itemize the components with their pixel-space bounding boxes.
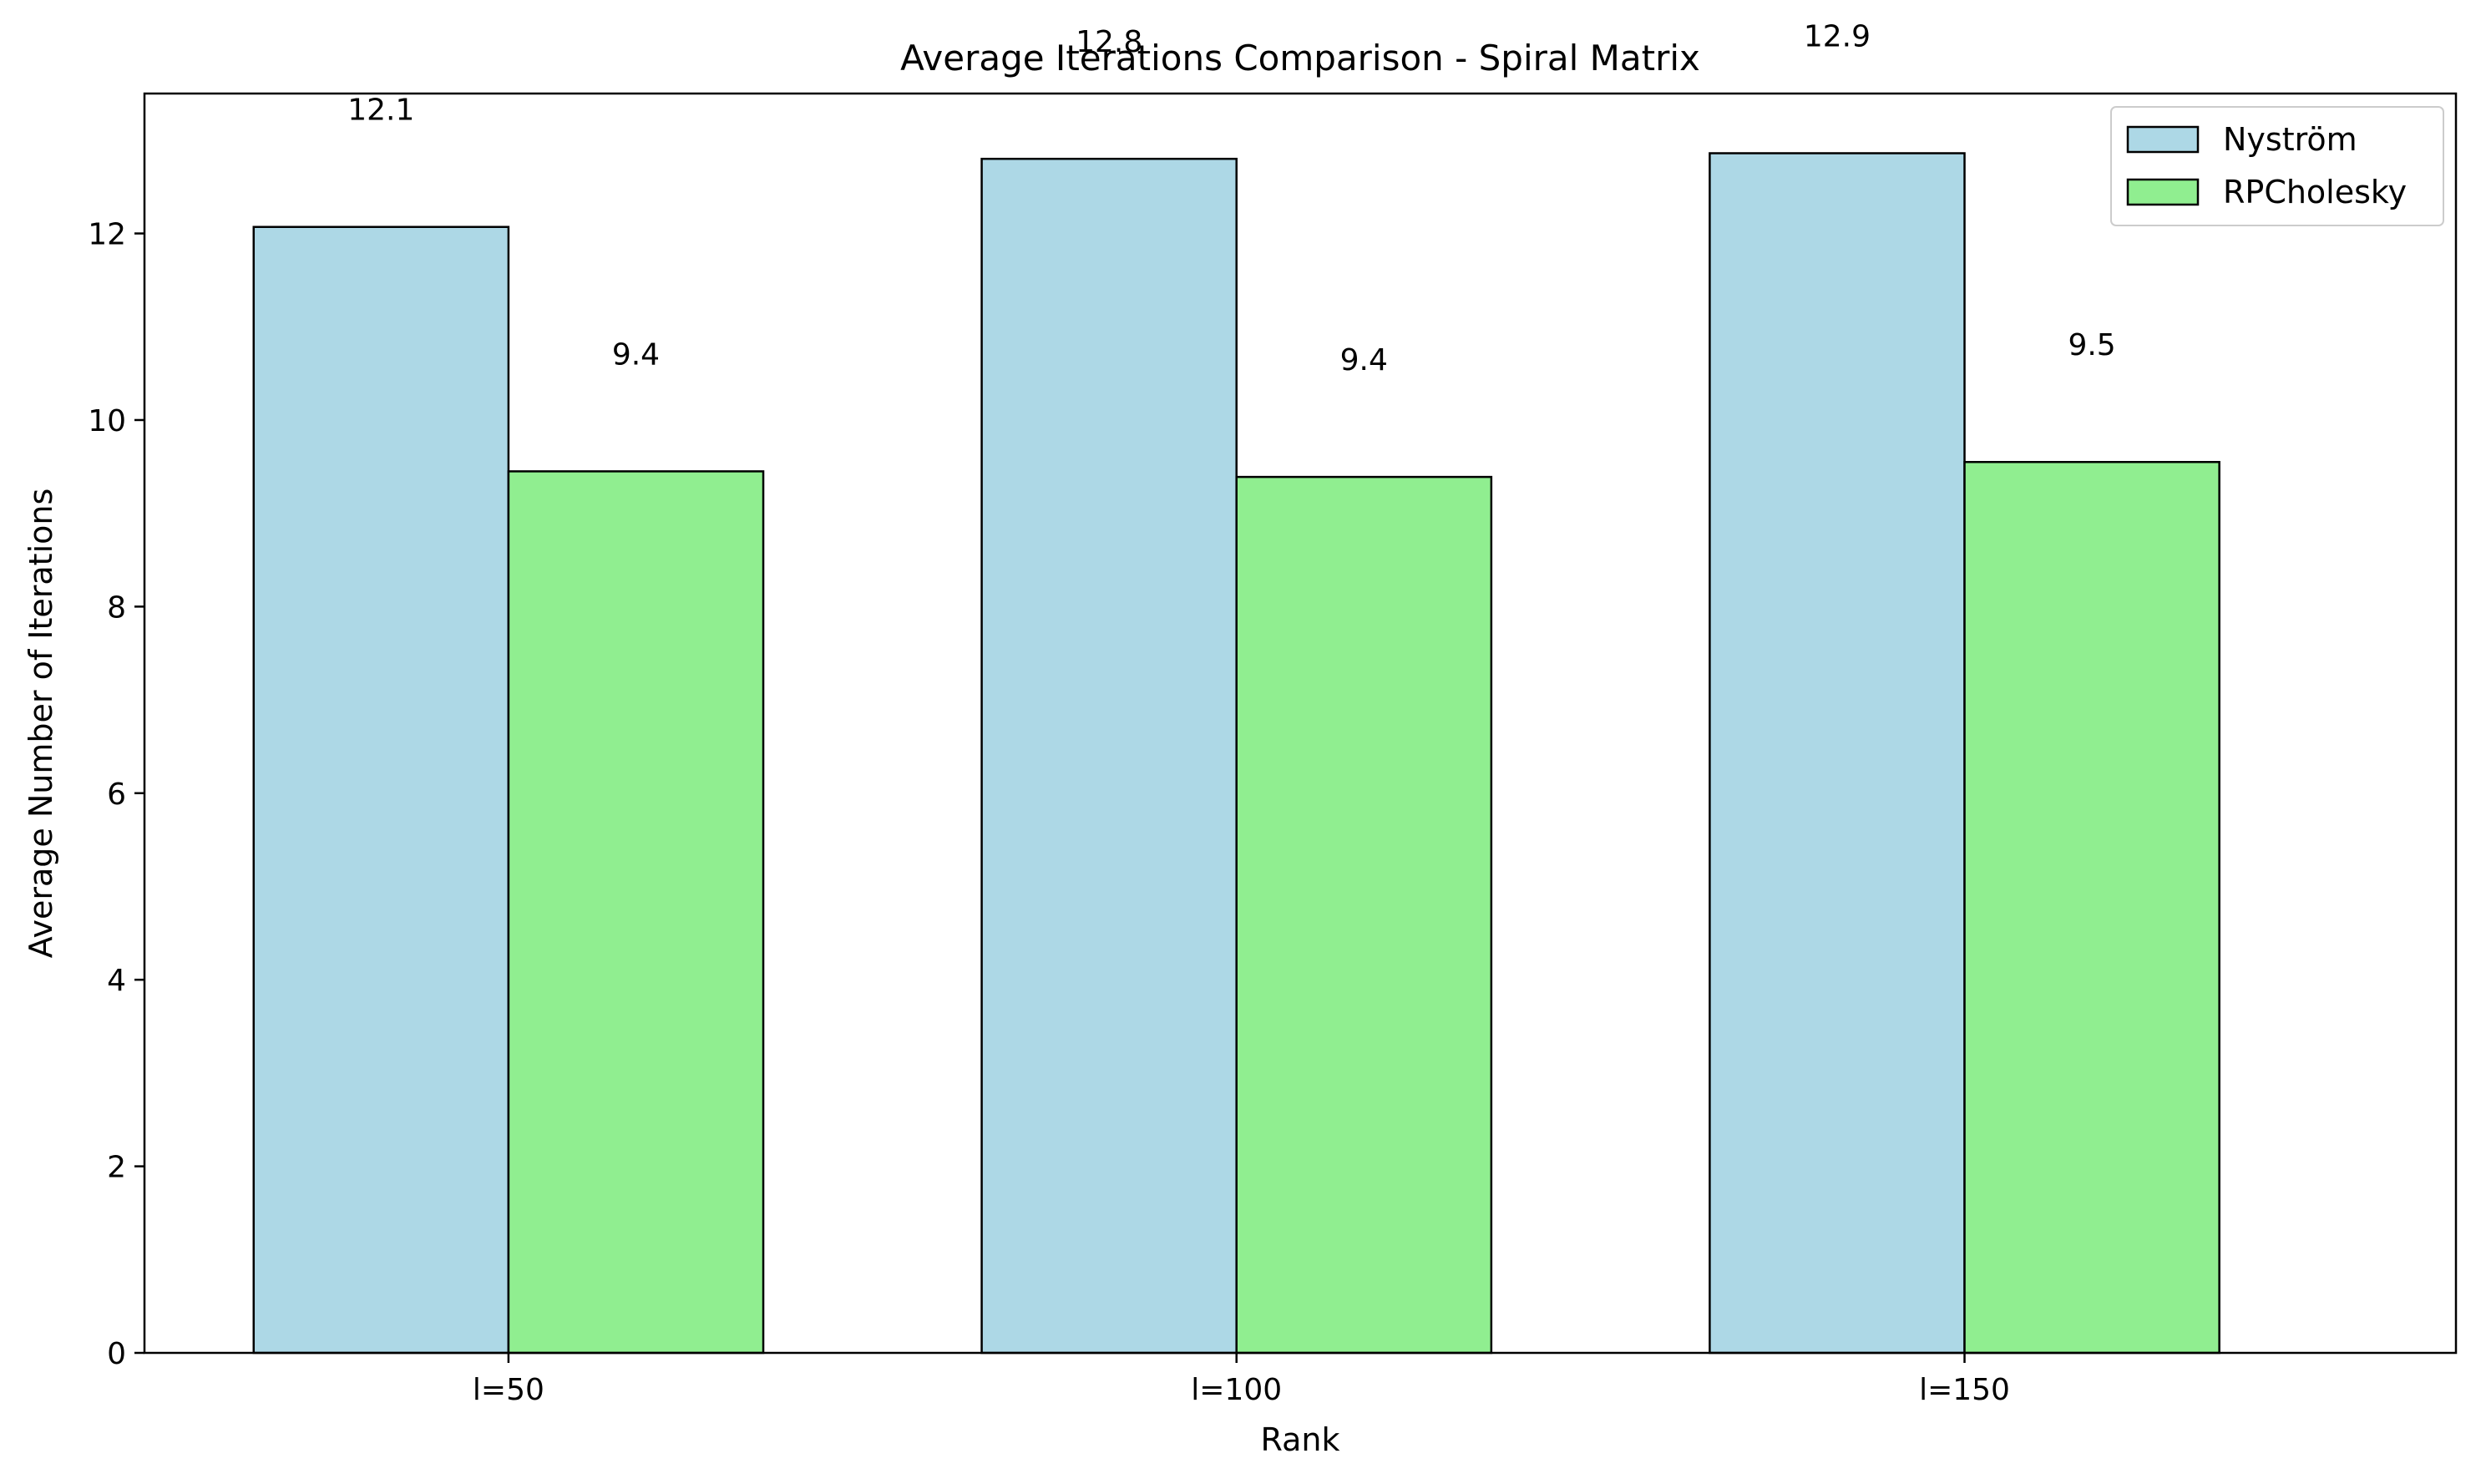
bar-nystr-m-0 — [252, 225, 510, 1355]
y-tick-label-4: 8 — [107, 590, 126, 625]
bar-rpcholesky-2 — [1963, 460, 2220, 1355]
x-tick-label-0: l=50 — [473, 1373, 544, 1407]
y-tick-label-0: 0 — [107, 1337, 126, 1371]
x-tick-label-1: l=100 — [1191, 1373, 1282, 1407]
data-label-nystr-m-2: 12.9 — [1804, 19, 1871, 53]
x-tick-label-2: l=150 — [1919, 1373, 2010, 1407]
y-tick-label-3: 6 — [107, 777, 126, 812]
y-tick-label-5: 10 — [88, 404, 126, 438]
data-label-nystr-m-0: 12.1 — [347, 94, 414, 128]
data-label-rpcholesky-1: 9.4 — [1340, 343, 1388, 377]
y-tick-label-2: 4 — [107, 964, 126, 998]
legend: Nyström RPCholesky — [2110, 106, 2444, 226]
bar-nystr-m-1 — [980, 157, 1238, 1355]
legend-swatch-nystrom — [2126, 125, 2200, 154]
bar-rpcholesky-0 — [507, 470, 765, 1355]
data-label-nystr-m-1: 12.8 — [1076, 25, 1142, 59]
data-label-rpcholesky-2: 9.5 — [2068, 328, 2115, 362]
plot-frame — [143, 92, 2458, 1355]
y-axis-label: Average Number of Iterations — [23, 489, 59, 959]
legend-label-rpcholesky: RPCholesky — [2223, 174, 2407, 210]
x-axis-label: Rank — [1261, 1421, 1340, 1458]
legend-label-nystrom: Nyström — [2223, 121, 2357, 158]
y-tick-label-6: 12 — [88, 218, 126, 252]
bar-nystr-m-2 — [1709, 152, 1966, 1355]
bar-rpcholesky-1 — [1235, 475, 1493, 1355]
chart-title: Average Iterations Comparison - Spiral M… — [900, 38, 1700, 79]
data-label-rpcholesky-0: 9.4 — [612, 337, 660, 372]
y-tick-label-1: 2 — [107, 1151, 126, 1185]
legend-swatch-rpcholesky — [2126, 178, 2200, 206]
